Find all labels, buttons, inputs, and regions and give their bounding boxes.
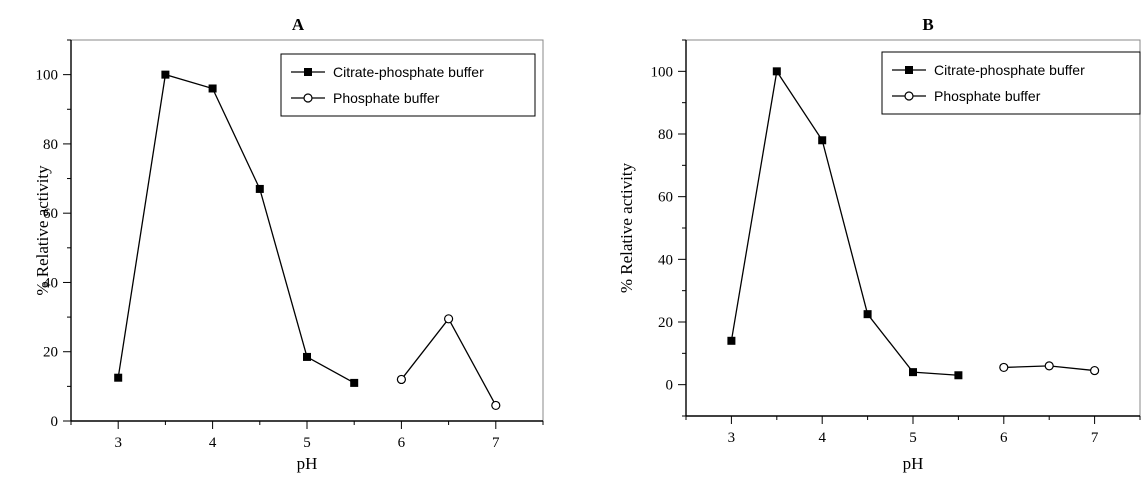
chart-b-y-tick-label: 40 xyxy=(658,252,673,268)
chart-b-title: B xyxy=(922,15,933,34)
chart-a-y-tick-label: 80 xyxy=(43,137,58,153)
chart-a-series-0-line xyxy=(117,73,355,384)
chart-b-series-0-point xyxy=(909,368,917,377)
chart-a-y-tick-label: 100 xyxy=(36,68,59,84)
chart-a-series-1-point xyxy=(396,374,406,385)
chart-b-legend-label-0: Citrate-phosphate buffer xyxy=(934,62,1085,78)
chart-a-legend-marker-1 xyxy=(303,93,313,103)
chart-b-series-0-line xyxy=(730,69,959,376)
chart-b-series-0-point xyxy=(818,136,827,145)
chart-b-y-tick-label: 100 xyxy=(651,64,674,80)
chart-a-y-tick-label: 60 xyxy=(43,206,58,222)
chart-panel-b: B pH % Relative activity 3 4 5 6 7 0 20 40 60 80 1… xyxy=(580,0,1144,474)
chart-a-y-tick-label: 40 xyxy=(43,275,58,291)
chart-a-legend-label-0: Citrate-phosphate buffer xyxy=(333,64,484,80)
chart-b-x-tick-label: 7 xyxy=(1091,430,1099,446)
chart-b-x-tick-label: 6 xyxy=(1000,430,1008,446)
chart-a-x-tick-label: 6 xyxy=(398,435,406,451)
chart-b-legend-marker-0 xyxy=(905,66,913,74)
chart-a-title: A xyxy=(292,15,305,34)
chart-a-x-tick-label: 4 xyxy=(209,435,217,451)
chart-a-x-tick-label: 5 xyxy=(303,435,311,451)
chart-a-x-tick-label: 7 xyxy=(492,435,500,451)
chart-b-series-1-point xyxy=(1044,361,1054,371)
chart-b-legend-label-1: Phosphate buffer xyxy=(934,88,1041,104)
chart-b-legend-box xyxy=(881,51,1141,115)
chart-a-y-tick-label: 20 xyxy=(43,345,58,361)
chart-a-series-0-point xyxy=(303,352,311,361)
chart-a-series-1-point xyxy=(444,314,454,324)
chart-b-series-1-point xyxy=(1089,365,1100,376)
chart-a-xlabel: pH xyxy=(297,454,318,473)
chart-b-legend-marker-1 xyxy=(904,91,914,101)
chart-a-legend-box xyxy=(280,53,536,117)
chart-a-legend-label-1: Phosphate buffer xyxy=(333,90,440,106)
chart-b-x-tick-label: 4 xyxy=(818,430,826,446)
chart-b-y-tick-label: 20 xyxy=(658,315,673,331)
chart-a-y-tick-label: 0 xyxy=(51,414,59,430)
chart-a-series-0-point xyxy=(114,373,123,382)
chart-a-series-0-point xyxy=(161,70,170,79)
chart-a-series-0-point xyxy=(208,84,217,93)
chart-b-svg: B pH % Relative activity 3 4 5 6 7 0 20 40 60 80 1… xyxy=(617,15,1141,473)
chart-b-xlabel: pH xyxy=(903,454,924,473)
chart-b-series-1-point xyxy=(999,362,1009,373)
chart-panel-a: A pH % Relative activity 3 4 5 6 7 0 20 40 60 80 1… xyxy=(0,0,560,474)
chart-a-x-tick-label: 3 xyxy=(114,435,122,451)
chart-a-svg: A pH % Relative activity 3 4 5 6 7 0 20 40 60 80 1… xyxy=(33,15,544,473)
chart-a-series-1-line xyxy=(400,317,497,406)
chart-b-y-tick-label: 60 xyxy=(658,190,673,206)
chart-b-series-0-point xyxy=(863,310,872,319)
chart-a-ylabel: % Relative activity xyxy=(33,165,52,296)
chart-b-series-0-point xyxy=(772,67,781,76)
chart-a-legend-marker-0 xyxy=(304,68,312,76)
chart-b-x-tick-label: 3 xyxy=(728,430,736,446)
chart-b-y-tick-label: 0 xyxy=(666,378,674,394)
chart-b-x-tick-label: 5 xyxy=(909,430,917,446)
chart-b-y-tick-label: 80 xyxy=(658,127,673,143)
chart-a-series-0-point xyxy=(350,378,359,387)
chart-b-series-0-point xyxy=(727,336,736,345)
chart-b-series-0-point xyxy=(954,371,963,380)
chart-a-series-1-point xyxy=(491,400,501,411)
chart-a-series-0-point xyxy=(255,184,264,193)
chart-b-ylabel: % Relative activity xyxy=(617,162,636,293)
